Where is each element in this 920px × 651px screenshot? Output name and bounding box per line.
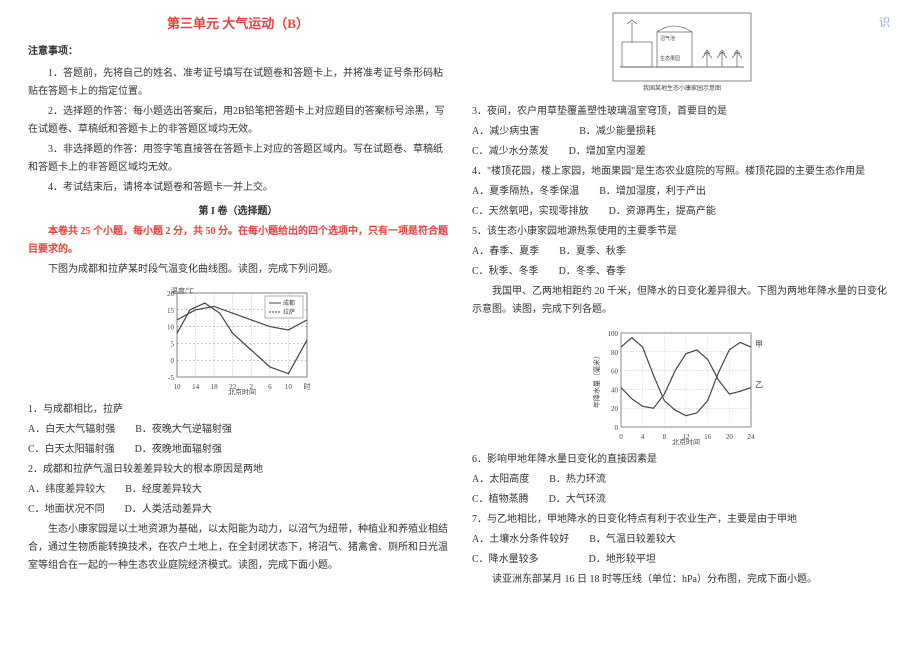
svg-text:0: 0 <box>615 424 619 432</box>
svg-text:我国某地生态小康家园示意图: 我国某地生态小康家园示意图 <box>643 84 721 92</box>
svg-text:乙: 乙 <box>755 381 763 390</box>
q4-opt-b: C．天然氧吧，实现零排放 D．资源再生，提高产能 <box>472 203 892 221</box>
svg-text:15: 15 <box>167 307 175 315</box>
svg-text:24: 24 <box>748 433 756 441</box>
q7-opt-a: A．土壤水分条件较好 B．气温日较差较大 <box>472 531 892 549</box>
chart2: 02040608010004812162024 甲乙北京时间年降水量（毫米） <box>587 323 777 447</box>
part1-title: 第 I 卷（选择题） <box>28 203 448 221</box>
side-note: 识 <box>879 14 892 34</box>
q2-opt-b: C．地面状况不同 D．人类活动差异大 <box>28 501 448 519</box>
intro3: 我国甲、乙两地相距约 20 千米，但降水的日变化差异很大。下图为两地年降水量的日… <box>472 283 892 319</box>
svg-text:100: 100 <box>608 330 619 338</box>
svg-text:40: 40 <box>611 386 619 394</box>
svg-text:时: 时 <box>304 382 311 391</box>
q4-opt-a: A．夏季隔热，冬季保温 B．增加湿度，利于产出 <box>472 183 892 201</box>
part1-desc: 本卷共 25 个小题，每小题 2 分，共 50 分。在每小题给出的四个选项中，只… <box>28 223 448 259</box>
q1: 1．与成都相比，拉萨 <box>28 401 448 419</box>
notice-2: 2．选择题的作答：每小题选出答案后，用2B铅笔把答题卡上对应题目的答案标号涂黑，… <box>28 103 448 139</box>
svg-text:10: 10 <box>285 383 293 391</box>
q6-opt-a: A．太阳高度 B．热力环流 <box>472 471 892 489</box>
svg-text:拉萨: 拉萨 <box>283 308 295 316</box>
intro2: 生态小康家园是以土地资源为基础，以太阳能为动力，以沼气为纽带，种植业和养殖业相结… <box>28 521 448 575</box>
q1-opt-b: C．白天太阳辐射强 D．夜晚地面辐射强 <box>28 441 448 459</box>
q3-opt-b: C．减少水分蒸发 D．增加室内湿差 <box>472 143 892 161</box>
intro4: 读亚洲东部某月 16 日 18 时等压线（单位：hPa）分布图，完成下面小题。 <box>472 571 892 589</box>
svg-text:成都: 成都 <box>283 299 295 307</box>
svg-text:16: 16 <box>704 433 712 441</box>
notice-head: 注意事项： <box>28 43 448 61</box>
q3: 3．夜间，农户用草垫覆盖塑性玻璃温室穹顶，首要目的是 <box>472 103 892 121</box>
q7-opt-b: C．降水量较多 D．地形较平坦 <box>472 551 892 569</box>
q2-opt-a: A．纬度差异较大 B．经度差异较大 <box>28 481 448 499</box>
svg-text:20: 20 <box>726 433 734 441</box>
chart1: -505101520101418222610时温度/℃ 成都拉萨 北京时间 <box>143 283 333 397</box>
svg-text:沼气池: 沼气池 <box>660 35 675 42</box>
q3-opt-a: A．减少病虫害 B．减少能量损耗 <box>472 123 892 141</box>
q5: 5．该生态小康家园地源热泵使用的主要季节是 <box>472 223 892 241</box>
q1-opt-a: A．白天大气辐射强 B．夜晚大气逆辐射强 <box>28 421 448 439</box>
page-title: 第三单元 大气运动（B） <box>28 12 448 35</box>
eco-diagram: 沼气池 生态果园 我国某地生态小康家园示意图 <box>612 12 752 99</box>
svg-text:-5: -5 <box>168 374 174 382</box>
q7: 7．与乙地相比，甲地降水的日变化特点有利于农业生产，主要是由于甲地 <box>472 511 892 529</box>
svg-text:生态果园: 生态果园 <box>660 55 680 62</box>
svg-text:10: 10 <box>167 324 175 332</box>
svg-text:北京时间: 北京时间 <box>228 388 256 396</box>
svg-text:温度/℃: 温度/℃ <box>171 286 194 295</box>
svg-text:0: 0 <box>619 433 623 441</box>
svg-text:14: 14 <box>192 383 200 391</box>
svg-text:80: 80 <box>611 349 619 357</box>
svg-text:年降水量（毫米）: 年降水量（毫米） <box>592 352 601 408</box>
svg-text:20: 20 <box>611 405 619 413</box>
notice-1: 1．答题前，先将自己的姓名、准考证号填写在试题卷和答题卡上，并将准考证号条形码粘… <box>28 65 448 101</box>
svg-text:60: 60 <box>611 368 619 376</box>
svg-text:8: 8 <box>663 433 667 441</box>
svg-text:0: 0 <box>171 358 175 366</box>
svg-text:10: 10 <box>174 383 182 391</box>
svg-text:甲: 甲 <box>755 340 763 349</box>
notice-4: 4．考试结束后，请将本试题卷和答题卡一并上交。 <box>28 179 448 197</box>
q6: 6．影响甲地年降水量日变化的直接因素是 <box>472 451 892 469</box>
q2: 2．成都和拉萨气温日较差差异较大的根本原因是两地 <box>28 461 448 479</box>
q5-opt-a: A．春季、夏季 B．夏季、秋季 <box>472 243 892 261</box>
svg-text:6: 6 <box>268 383 272 391</box>
svg-text:4: 4 <box>641 433 645 441</box>
q6-opt-b: C．植物蒸腾 D．大气环流 <box>472 491 892 509</box>
q5-opt-b: C．秋季、冬季 D．冬季、春季 <box>472 263 892 281</box>
svg-text:18: 18 <box>211 383 219 391</box>
notice-3: 3．非选择题的作答：用签字笔直接答在答题卡上对应的答题区域内。写在试题卷、草稿纸… <box>28 141 448 177</box>
q4: 4．"楼顶花园，楼上家园，地面果园"是生态农业庭院的写照。楼顶花园的主要生态作用… <box>472 163 892 181</box>
intro1: 下图为成都和拉萨某时段气温变化曲线图。读图，完成下列问题。 <box>28 261 448 279</box>
svg-text:北京时间: 北京时间 <box>672 438 700 446</box>
svg-text:5: 5 <box>171 341 175 349</box>
